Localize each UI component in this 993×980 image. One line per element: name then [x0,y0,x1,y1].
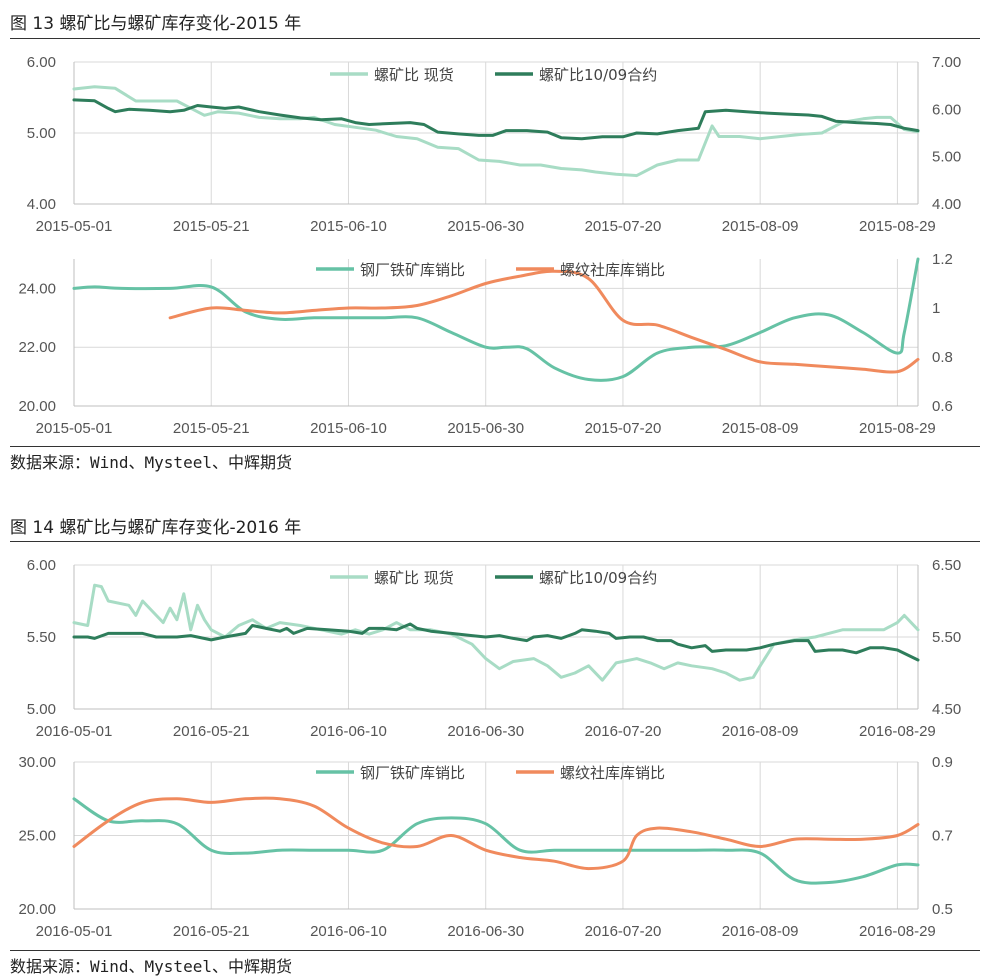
data-source: 数据来源：Wind、Mysteel、中辉期货 [10,957,292,976]
x-tick-label: 2015-07-20 [585,420,662,437]
series-line [72,797,920,885]
y-tick-label-right: 5.50 [932,629,961,646]
y-tick-label-right: 0.7 [932,828,953,845]
y-tick-label-right: 5.00 [932,149,961,166]
y-tick-label-right: 0.5 [932,901,953,918]
y-tick-label-left: 25.00 [18,828,56,845]
x-tick-label: 2016-06-10 [310,923,387,940]
figure-title: 图 13 螺矿比与螺矿库存变化-2015 年 [10,14,302,34]
y-tick-label-right: 4.00 [932,196,961,213]
y-tick-label-right: 7.00 [932,54,961,71]
x-tick-label: 2015-08-09 [722,420,799,437]
chart-spot-vs-contract-2016: 5.00 5.50 6.00 4.50 5.50 6.50 2016-05-01 2016-0… [27,557,961,740]
x-tick-label: 2015-05-21 [173,420,250,437]
y-tick-label-right: 6.50 [932,557,961,574]
y-tick-label-left: 5.50 [27,629,56,646]
title-rule [10,541,980,542]
source-rule [10,446,980,447]
x-tick-label: 2016-05-01 [36,923,113,940]
x-tick-label: 2016-08-29 [859,923,936,940]
title-rule [10,38,980,39]
x-tick-label: 2015-05-21 [173,218,250,235]
legend-label: 钢厂铁矿库销比 [360,261,465,279]
x-tick-label: 2015-06-10 [310,420,387,437]
series-line [72,622,920,662]
y-tick-label-left: 22.00 [18,339,56,356]
series-line [72,796,920,871]
chart-inventory-ratios-2016: 20.00 25.00 30.00 0.5 0.7 0.9 2016-05-01 2016-0… [18,754,953,940]
legend-label: 螺纹社库库销比 [560,764,665,782]
source-rule [10,950,980,951]
x-tick-label: 2015-08-29 [859,420,936,437]
x-tick-label: 2015-05-01 [36,218,113,235]
series-line [72,98,920,141]
legend-label: 螺纹社库库销比 [560,261,665,279]
x-tick-label: 2016-07-20 [585,923,662,940]
y-tick-label-right: 0.6 [932,398,953,415]
y-tick-label-right: 0.9 [932,754,953,771]
series-line [168,269,920,374]
x-tick-label: 2016-08-09 [722,923,799,940]
chart-inventory-ratios-2015: 20.00 22.00 24.00 0.6 0.8 1 1.2 2015-05-01 2015-… [18,251,953,437]
y-tick-label-right: 1.2 [932,251,953,268]
y-tick-label-left: 6.00 [27,557,56,574]
y-tick-label-left: 30.00 [18,754,56,771]
y-tick-label-right: 4.50 [932,701,961,718]
y-tick-label-right: 6.00 [932,101,961,118]
y-tick-label-left: 5.00 [27,125,56,142]
y-tick-label-right: 1 [932,300,940,317]
x-tick-label: 2016-06-30 [447,923,524,940]
x-tick-label: 2016-06-30 [447,723,524,740]
legend-label: 钢厂铁矿库销比 [360,764,465,782]
x-tick-label: 2015-07-20 [585,218,662,235]
x-tick-label: 2015-08-29 [859,218,936,235]
y-tick-label-left: 24.00 [18,280,56,297]
x-tick-label: 2016-06-10 [310,723,387,740]
x-tick-label: 2016-07-20 [585,723,662,740]
x-tick-label: 2015-06-10 [310,218,387,235]
y-tick-label-left: 6.00 [27,54,56,71]
x-tick-label: 2016-08-09 [722,723,799,740]
x-tick-label: 2016-08-29 [859,723,936,740]
x-tick-label: 2016-05-21 [173,723,250,740]
x-tick-label: 2015-05-01 [36,420,113,437]
legend-label: 螺矿比10/09合约 [539,66,657,84]
y-tick-label-left: 20.00 [18,901,56,918]
chart-spot-vs-contract-2015: 4.00 5.00 6.00 4.00 5.00 6.00 7.00 2015-05-01 20… [27,54,961,235]
y-tick-label-left: 20.00 [18,398,56,415]
legend-label: 螺矿比 现货 [374,66,454,84]
series-line [72,257,920,382]
legend-label: 螺矿比10/09合约 [539,569,657,587]
legend-label: 螺矿比 现货 [374,569,454,587]
series-line [72,85,920,178]
data-source: 数据来源：Wind、Mysteel、中辉期货 [10,453,292,472]
x-tick-label: 2016-05-01 [36,723,113,740]
y-tick-label-left: 4.00 [27,196,56,213]
x-tick-label: 2016-05-21 [173,923,250,940]
figure-title: 图 14 螺矿比与螺矿库存变化-2016 年 [10,518,302,538]
x-tick-label: 2015-06-30 [447,218,524,235]
y-tick-label-right: 0.8 [932,349,953,366]
y-tick-label-left: 5.00 [27,701,56,718]
x-tick-label: 2015-08-09 [722,218,799,235]
x-tick-label: 2015-06-30 [447,420,524,437]
